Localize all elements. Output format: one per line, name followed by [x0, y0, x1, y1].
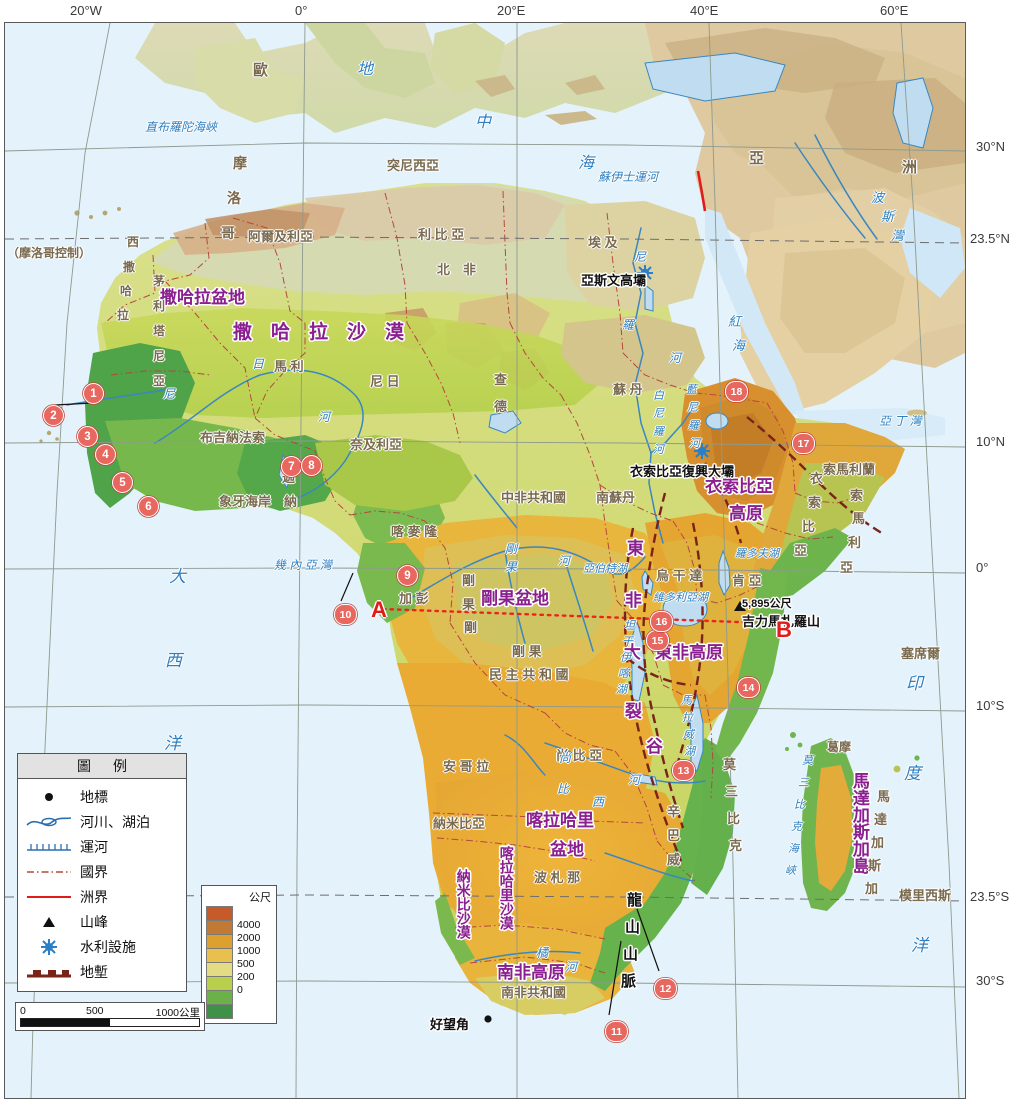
- elevation-color-ramp: [206, 906, 233, 1019]
- elevation-value: 0: [237, 984, 243, 996]
- legend-item-dam: 水利設施: [18, 934, 186, 959]
- lat-label: 0°: [976, 560, 989, 575]
- legend-item-river-lake: 河川、湖泊: [18, 809, 186, 834]
- elevation-value: [237, 906, 260, 919]
- landmark-dot: [484, 1015, 492, 1023]
- marker-leader-lines: [54, 402, 660, 1016]
- legend-item-canal: 運河: [18, 834, 186, 859]
- point-symbols-layer: [484, 265, 746, 1023]
- lat-label: 30°N: [976, 139, 1006, 154]
- numbered-marker-17[interactable]: 17: [792, 433, 815, 454]
- legend-item-landmark: 地標: [18, 784, 186, 809]
- scale-bar-graphic: [20, 1018, 200, 1027]
- elevation-swatch: [206, 990, 233, 1004]
- lon-label: 0°: [295, 3, 308, 18]
- numbered-marker-7[interactable]: 7: [281, 456, 302, 477]
- numbered-marker-5[interactable]: 5: [112, 472, 133, 493]
- numbered-marker-12[interactable]: 12: [654, 978, 677, 999]
- lat-label: 30°S: [976, 973, 1005, 988]
- dam-symbol: [694, 443, 710, 459]
- legend-label: 河川、湖泊: [80, 813, 150, 830]
- section-endpoint-b: B: [776, 617, 792, 642]
- boundaries-layer: [104, 170, 886, 974]
- elevation-value: 2000: [237, 932, 261, 944]
- lon-label: 20°E: [497, 3, 526, 18]
- numbered-marker-4[interactable]: 4: [95, 444, 116, 465]
- legend-title-left: 圖: [77, 758, 91, 774]
- elevation-swatch: [206, 920, 233, 934]
- numbered-marker-15[interactable]: 15: [646, 630, 669, 651]
- dam-symbol-icon: [18, 937, 80, 957]
- graben-symbol-icon: [18, 964, 80, 980]
- elevation-swatch: [206, 906, 233, 920]
- lat-label: 23.5°S: [970, 889, 1010, 904]
- lon-label: 20°W: [70, 3, 102, 18]
- elevation-swatch: [206, 934, 233, 948]
- lat-label: 10°S: [976, 698, 1005, 713]
- lon-label: 40°E: [690, 3, 719, 18]
- elevation-swatch: [206, 948, 233, 962]
- numbered-marker-1[interactable]: 1: [83, 383, 104, 404]
- numbered-marker-11[interactable]: 11: [605, 1021, 628, 1042]
- numbered-marker-14[interactable]: 14: [737, 677, 760, 698]
- numbered-marker-8[interactable]: 8: [301, 455, 322, 476]
- legend-item-continent-border: 洲界: [18, 884, 186, 909]
- hydrography-layer: [66, 52, 934, 962]
- legend-label: 運河: [80, 838, 108, 855]
- legend-item-national-border: 國界: [18, 859, 186, 884]
- numbered-marker-16[interactable]: 16: [650, 611, 673, 632]
- elevation-value: 1000: [237, 945, 261, 957]
- peak-symbol: [734, 601, 746, 611]
- elevation-value: 500: [237, 958, 255, 970]
- numbered-marker-10[interactable]: 10: [334, 604, 357, 625]
- scale-tick: 0: [20, 1005, 26, 1017]
- longitude-axis: 20°W 0° 20°E 40°E 60°E: [0, 0, 1024, 22]
- scale-tick: 1000公里: [155, 1007, 200, 1019]
- map-legend: 圖 例 地標 河川、湖泊: [17, 753, 187, 992]
- elevation-value: 4000: [237, 919, 261, 931]
- legend-title-right: 例: [113, 758, 127, 774]
- legend-label: 地塹: [80, 963, 108, 980]
- lat-label: 10°N: [976, 434, 1006, 449]
- elevation-legend: 公尺 4000 2000 1000 500 200 0: [201, 885, 277, 1024]
- elevation-swatch: [206, 976, 233, 990]
- scale-tick: 500: [86, 1005, 104, 1017]
- border-symbol-icon: [18, 866, 80, 878]
- elevation-value: 200: [237, 971, 255, 983]
- graticule-layer: [5, 23, 965, 1098]
- elevation-value: [237, 997, 260, 1010]
- dot-symbol-icon: [18, 789, 80, 805]
- peak-symbol-icon: [18, 914, 80, 930]
- scale-bar: 0 500 1000公里: [15, 1002, 205, 1031]
- legend-label: 國界: [80, 863, 108, 880]
- elevation-unit-label: 公尺: [249, 892, 271, 904]
- map-canvas[interactable]: A B 撒哈拉盆地撒 哈 拉 沙 漠剛果盆地 衣索比亞 高原 東非高原 喀拉哈里 盆地 南非…: [4, 22, 966, 1099]
- elevation-value-list: 4000 2000 1000 500 200 0: [237, 906, 260, 1019]
- continent-symbol-icon: [18, 891, 80, 903]
- latitude-axis: 30°N 23.5°N 10°N 0° 10°S 23.5°S 30°S: [964, 0, 1024, 1105]
- elevation-swatch: [206, 1004, 233, 1019]
- legend-label: 水利設施: [80, 938, 136, 955]
- legend-label: 地標: [80, 788, 108, 805]
- elevation-swatch: [206, 962, 233, 976]
- numbered-marker-9[interactable]: 9: [397, 565, 418, 586]
- numbered-marker-13[interactable]: 13: [672, 760, 695, 781]
- dam-symbol: [637, 265, 653, 281]
- river-lake-symbol-icon: [18, 813, 80, 831]
- lat-label: 23.5°N: [970, 231, 1010, 246]
- legend-item-peak: 山峰: [18, 909, 186, 934]
- legend-item-graben: 地塹: [18, 959, 186, 984]
- legend-header: 圖 例: [18, 754, 186, 779]
- numbered-marker-3[interactable]: 3: [77, 426, 98, 447]
- lon-label: 60°E: [880, 3, 909, 18]
- legend-label: 洲界: [80, 888, 108, 905]
- canal-symbol-icon: [18, 839, 80, 855]
- numbered-marker-6[interactable]: 6: [138, 496, 159, 517]
- legend-label: 山峰: [80, 913, 108, 930]
- numbered-marker-18[interactable]: 18: [725, 381, 748, 402]
- section-endpoint-a: A: [371, 597, 387, 622]
- numbered-marker-2[interactable]: 2: [43, 405, 64, 426]
